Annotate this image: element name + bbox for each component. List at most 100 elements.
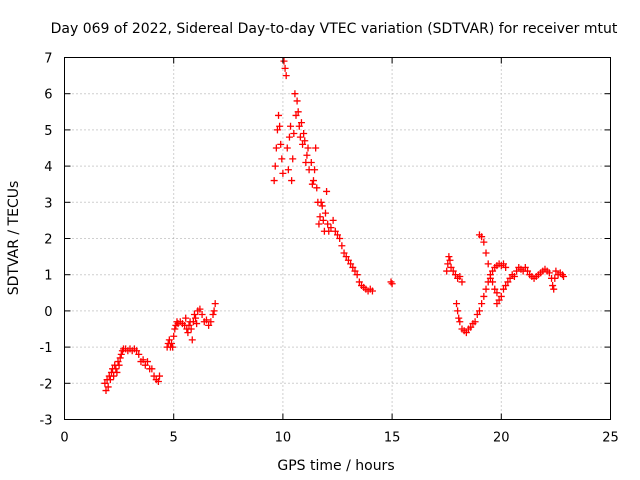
data-point: [276, 122, 284, 130]
data-point: [344, 256, 352, 264]
y-axis-label: SDTVAR / TECUs: [6, 181, 22, 296]
data-point: [495, 296, 503, 304]
data-point: [340, 249, 348, 257]
data-point: [184, 329, 192, 337]
data-point: [467, 323, 475, 331]
data-point: [143, 358, 151, 366]
data-point: [304, 144, 312, 152]
data-point: [521, 263, 529, 271]
data-point: [482, 285, 490, 293]
data-point: [285, 133, 293, 141]
data-point: [154, 377, 162, 385]
x-axis-tick-labels: 0 5 10 15 20 25: [60, 431, 618, 446]
x-tick-label: 15: [384, 431, 401, 446]
data-points: [101, 57, 568, 395]
data-point: [275, 111, 283, 119]
y-axis-tick-labels: -3 -2 -1 0 1 2 3 4 5 6 7: [40, 52, 53, 429]
data-point: [311, 166, 319, 174]
data-point: [115, 361, 123, 369]
data-point: [545, 269, 553, 277]
data-point: [351, 267, 359, 275]
data-point: [478, 233, 486, 241]
data-point: [135, 350, 143, 358]
data-point: [504, 278, 512, 286]
data-point: [458, 278, 466, 286]
data-point: [290, 130, 298, 138]
data-point: [502, 263, 510, 271]
data-point: [315, 220, 323, 228]
data-point: [313, 184, 321, 192]
data-point: [272, 144, 280, 152]
data-point: [281, 64, 289, 72]
data-point: [478, 300, 486, 308]
data-point: [318, 202, 326, 210]
data-point: [462, 329, 470, 337]
y-tick-label: -3: [40, 414, 53, 429]
data-point: [192, 314, 200, 322]
data-point: [444, 260, 452, 268]
data-point: [287, 122, 295, 130]
data-point: [148, 365, 156, 373]
data-point: [116, 354, 124, 362]
data-point: [456, 318, 464, 326]
data-point: [106, 376, 114, 384]
data-point: [293, 97, 301, 105]
data-point: [210, 307, 218, 315]
data-point: [549, 282, 557, 290]
data-point: [502, 282, 510, 290]
data-point: [156, 372, 164, 380]
data-point: [480, 292, 488, 300]
data-point: [317, 198, 325, 206]
data-point: [283, 144, 291, 152]
data-point: [289, 155, 297, 163]
x-tick-label: 0: [60, 431, 68, 446]
data-point: [291, 90, 299, 98]
data-point: [446, 256, 454, 264]
data-point: [308, 180, 316, 188]
data-point: [165, 336, 173, 344]
data-point: [190, 311, 198, 319]
data-point: [443, 267, 451, 275]
data-point: [449, 267, 457, 275]
data-point: [300, 130, 308, 138]
data-point: [323, 187, 331, 195]
data-point: [288, 177, 296, 185]
data-point: [560, 273, 568, 281]
data-point: [198, 311, 206, 319]
data-point: [506, 274, 514, 282]
data-point: [510, 273, 518, 281]
data-point: [112, 365, 120, 373]
data-point: [447, 263, 455, 271]
data-point: [279, 169, 287, 177]
data-point: [455, 314, 463, 322]
data-point: [282, 72, 290, 80]
data-point: [334, 231, 341, 239]
data-point: [110, 372, 118, 380]
data-point: [193, 320, 201, 328]
data-point: [473, 311, 481, 319]
data-point: [270, 177, 278, 185]
data-point: [552, 267, 560, 275]
data-point: [169, 343, 177, 351]
data-point: [295, 122, 303, 130]
data-point: [336, 235, 344, 242]
data-point: [296, 133, 304, 141]
data-point: [139, 356, 147, 364]
data-point: [171, 325, 179, 333]
y-tick-label: 7: [44, 52, 52, 67]
data-point: [368, 287, 376, 295]
data-point: [331, 227, 339, 235]
data-point: [324, 220, 332, 228]
data-point: [493, 300, 501, 308]
data-point: [484, 260, 492, 268]
data-point: [278, 155, 286, 163]
data-point: [104, 383, 112, 391]
data-point: [454, 307, 462, 315]
data-point: [168, 339, 176, 347]
data-point: [499, 285, 507, 293]
data-point: [349, 263, 357, 271]
data-point: [353, 271, 361, 279]
data-point: [299, 140, 307, 148]
